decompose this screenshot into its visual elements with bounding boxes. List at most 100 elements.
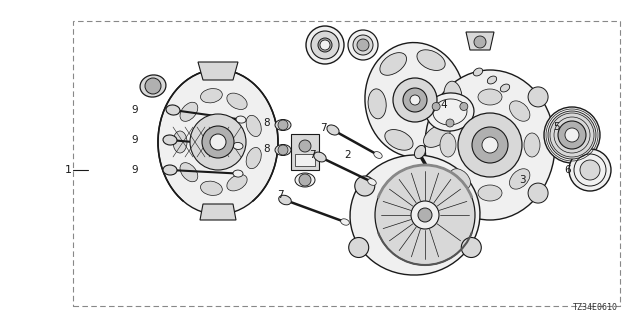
Polygon shape — [200, 204, 236, 220]
Ellipse shape — [295, 173, 315, 187]
Ellipse shape — [311, 31, 339, 59]
Ellipse shape — [246, 115, 261, 137]
Text: 6: 6 — [564, 165, 572, 175]
Circle shape — [472, 127, 508, 163]
Ellipse shape — [278, 195, 291, 205]
Text: 7: 7 — [308, 150, 316, 160]
Ellipse shape — [548, 111, 596, 159]
Text: 5: 5 — [553, 122, 559, 132]
Ellipse shape — [200, 89, 222, 103]
Ellipse shape — [509, 101, 530, 121]
Circle shape — [432, 102, 440, 110]
Ellipse shape — [236, 116, 246, 123]
Circle shape — [210, 134, 226, 150]
Ellipse shape — [368, 179, 376, 185]
Ellipse shape — [227, 174, 247, 191]
Ellipse shape — [524, 133, 540, 157]
Circle shape — [403, 88, 427, 112]
Circle shape — [474, 36, 486, 48]
Bar — [73, 21, 620, 306]
Text: 7: 7 — [320, 123, 326, 133]
Circle shape — [299, 174, 311, 186]
Circle shape — [320, 40, 330, 50]
Circle shape — [202, 126, 234, 158]
Text: 4: 4 — [441, 100, 447, 110]
Ellipse shape — [233, 142, 243, 149]
Ellipse shape — [306, 26, 344, 64]
Polygon shape — [466, 32, 494, 50]
Ellipse shape — [450, 169, 470, 189]
Circle shape — [278, 145, 288, 155]
Circle shape — [528, 183, 548, 203]
Ellipse shape — [474, 68, 483, 76]
Ellipse shape — [353, 35, 373, 55]
Text: 9: 9 — [132, 165, 138, 175]
Text: 2: 2 — [345, 150, 351, 160]
Ellipse shape — [348, 30, 378, 60]
Circle shape — [355, 176, 375, 196]
Ellipse shape — [544, 107, 600, 163]
Circle shape — [145, 78, 161, 94]
Ellipse shape — [426, 93, 474, 131]
Ellipse shape — [509, 169, 530, 189]
Circle shape — [418, 208, 432, 222]
Ellipse shape — [569, 149, 611, 191]
Ellipse shape — [450, 101, 470, 121]
Ellipse shape — [158, 69, 278, 214]
Circle shape — [446, 119, 454, 127]
Ellipse shape — [444, 81, 462, 111]
Bar — [295, 154, 315, 166]
Circle shape — [393, 78, 437, 122]
Ellipse shape — [166, 105, 180, 115]
Ellipse shape — [140, 75, 166, 97]
Ellipse shape — [424, 125, 450, 148]
Text: 1: 1 — [65, 165, 72, 175]
Ellipse shape — [380, 52, 406, 75]
Ellipse shape — [478, 89, 502, 105]
Ellipse shape — [350, 155, 480, 275]
Circle shape — [458, 113, 522, 177]
Circle shape — [565, 128, 579, 142]
Polygon shape — [198, 62, 238, 80]
Ellipse shape — [327, 125, 339, 135]
Ellipse shape — [173, 131, 187, 153]
Text: 3: 3 — [518, 175, 525, 185]
Circle shape — [357, 39, 369, 51]
Ellipse shape — [233, 170, 243, 177]
Ellipse shape — [314, 152, 326, 162]
Ellipse shape — [180, 102, 198, 121]
Circle shape — [375, 165, 475, 265]
Circle shape — [482, 137, 498, 153]
Text: 9: 9 — [132, 135, 138, 145]
Circle shape — [278, 120, 288, 130]
Circle shape — [410, 95, 420, 105]
Bar — [291, 134, 319, 170]
Ellipse shape — [374, 152, 382, 158]
Ellipse shape — [227, 93, 247, 109]
Text: TZ34E0610: TZ34E0610 — [573, 303, 618, 312]
Ellipse shape — [425, 70, 555, 220]
Ellipse shape — [385, 130, 413, 150]
Ellipse shape — [417, 50, 445, 70]
Ellipse shape — [478, 185, 502, 201]
Text: 9: 9 — [132, 105, 138, 115]
Ellipse shape — [340, 219, 349, 225]
Circle shape — [299, 140, 311, 152]
Ellipse shape — [163, 135, 177, 145]
Ellipse shape — [180, 163, 198, 182]
Ellipse shape — [200, 181, 222, 196]
Text: 8: 8 — [264, 118, 270, 128]
Circle shape — [461, 237, 481, 258]
Circle shape — [558, 121, 586, 149]
Text: 8: 8 — [264, 144, 270, 154]
Ellipse shape — [440, 133, 456, 157]
Ellipse shape — [275, 119, 291, 131]
Ellipse shape — [275, 145, 291, 156]
Ellipse shape — [368, 89, 386, 119]
Ellipse shape — [163, 165, 177, 175]
Circle shape — [349, 237, 369, 258]
Ellipse shape — [487, 76, 497, 84]
Ellipse shape — [500, 84, 509, 92]
Circle shape — [460, 102, 468, 110]
Circle shape — [528, 87, 548, 107]
